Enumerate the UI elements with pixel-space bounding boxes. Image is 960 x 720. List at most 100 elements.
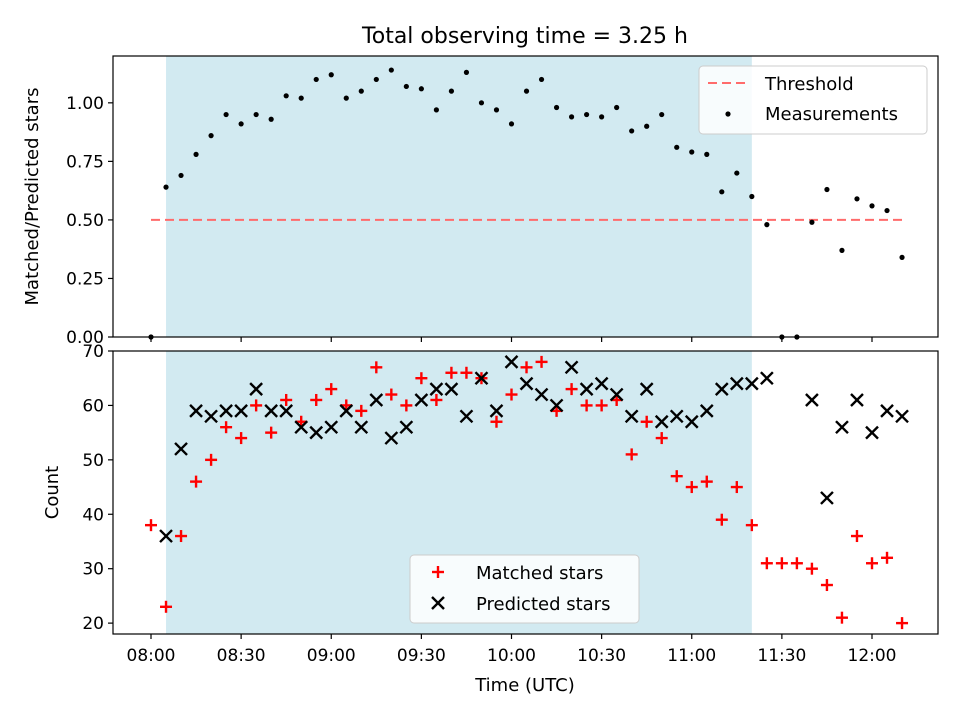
count-y-axis-ticks: 20 30 40 50 60 70 [82, 342, 113, 634]
matched-star-marker [415, 372, 428, 385]
count-panel: 20 30 40 50 60 70 08:00 08:30 09:00 09:30 10:00 10… [42, 342, 939, 696]
ratio-y-tick-label: 0.50 [66, 211, 104, 231]
measurement-point [704, 151, 710, 157]
matched-star-marker [385, 388, 398, 401]
count-y-axis-label: Count [42, 466, 63, 519]
measurement-point [268, 116, 274, 122]
matched-star-marker [805, 562, 818, 575]
measurement-point [253, 111, 259, 118]
legend-measurements-swatch [725, 111, 731, 117]
ratio-panel: 0.00 0.25 0.50 0.75 1.00 Matched/Predicted s… [22, 55, 939, 348]
ratio-y-tick-label: 1.00 [66, 94, 104, 114]
matched-star-marker [595, 399, 608, 412]
matched-star-marker [520, 361, 533, 374]
predicted-star-marker [880, 404, 894, 418]
predicted-star-marker [384, 431, 399, 445]
matched-star-marker [655, 432, 668, 445]
measurement-point [388, 67, 394, 73]
matched-star-marker [670, 470, 683, 483]
measurement-point [764, 222, 770, 228]
predicted-star-marker [504, 355, 519, 369]
predicted-star-marker [639, 382, 654, 396]
predicted-star-marker [339, 404, 354, 418]
predicted-star-marker [895, 409, 909, 424]
predicted-star-marker [309, 425, 324, 440]
predicted-star-marker [444, 382, 459, 396]
count-y-tick-label: 20 [82, 614, 104, 634]
time-x-tick-label: 10:30 [577, 646, 626, 666]
matched-star-marker [445, 366, 458, 379]
measurement-point [689, 149, 695, 155]
count-y-tick-label: 70 [82, 342, 104, 362]
time-x-tick-label: 11:30 [757, 646, 806, 666]
matched-star-marker [700, 475, 713, 488]
matched-star-marker [580, 399, 593, 412]
measurement-point [568, 114, 575, 120]
matched-star-marker [760, 557, 773, 570]
legend-predicted-label: Predicted stars [476, 594, 610, 615]
measurement-point [599, 114, 605, 120]
matched-star-marker [640, 415, 653, 428]
time-x-tick-label: 08:00 [127, 646, 176, 666]
predicted-star-marker [279, 404, 294, 418]
measurement-point [493, 107, 500, 113]
ratio-legend-box [698, 65, 928, 135]
matched-star-marker [190, 475, 203, 488]
measurement-point [193, 151, 199, 157]
matched-star-marker [325, 383, 338, 396]
measurement-points [148, 67, 905, 340]
predicted-star-marker [534, 387, 549, 402]
measurement-point [553, 104, 560, 111]
measurement-point [508, 121, 515, 127]
matched-star-marker [625, 448, 638, 461]
predicted-star-marker [684, 414, 699, 429]
ratio-y-tick-label: 0.25 [66, 269, 104, 289]
predicted-star-marker [354, 420, 369, 435]
measurement-point [523, 88, 530, 94]
measurement-point [223, 111, 229, 118]
measurement-point [313, 76, 319, 83]
predicted-star-marker [174, 442, 188, 456]
time-x-tick-label: 11:00 [667, 646, 716, 666]
predicted-star-marker [669, 409, 684, 424]
matched-star-marker [490, 415, 503, 428]
measurement-point [343, 95, 349, 101]
measurement-point [178, 172, 184, 179]
predicted-star-marker [474, 371, 489, 386]
measurement-point [418, 86, 424, 92]
matched-star-marker [745, 519, 758, 532]
measurement-point [328, 72, 334, 78]
ratio-y-tick-label: 0.00 [66, 328, 104, 348]
measurement-point [854, 196, 860, 202]
predicted-star-marker [609, 387, 624, 402]
time-x-tick-label: 09:00 [307, 646, 356, 666]
matched-star-marker [175, 530, 188, 543]
time-x-axis-ticks: 08:00 08:30 09:00 09:30 10:00 10:30 11:00 11:30… [127, 634, 897, 666]
matched-star-marker [355, 404, 368, 417]
count-y-tick-label: 60 [82, 396, 104, 416]
predicted-star-marker [549, 398, 564, 413]
legend-predicted-swatch [431, 596, 445, 610]
matched-star-marker [790, 557, 803, 570]
matched-star-marker [835, 611, 848, 624]
predicted-star-marker [820, 491, 834, 505]
measurement-point [283, 93, 289, 99]
matched-star-marker [820, 579, 833, 592]
time-x-tick-label: 08:30 [217, 646, 266, 666]
measurement-point [538, 76, 545, 83]
time-x-tick-label: 09:30 [397, 646, 446, 666]
chart-title: Total observing time = 3.25 h [361, 24, 688, 49]
legend-threshold-label: Threshold [764, 74, 854, 95]
ratio-x-axis-ticks [150, 337, 873, 342]
measurement-point [478, 100, 485, 106]
measurement-point [824, 186, 830, 193]
measurement-point [884, 207, 890, 214]
time-x-tick-label: 10:00 [487, 646, 536, 666]
predicted-star-marker [234, 404, 248, 418]
matched-star-marker [730, 481, 743, 494]
measurement-point [659, 111, 665, 118]
matched-star-marker [535, 355, 548, 368]
measurement-point [674, 144, 680, 150]
matched-star-marker [280, 393, 293, 406]
